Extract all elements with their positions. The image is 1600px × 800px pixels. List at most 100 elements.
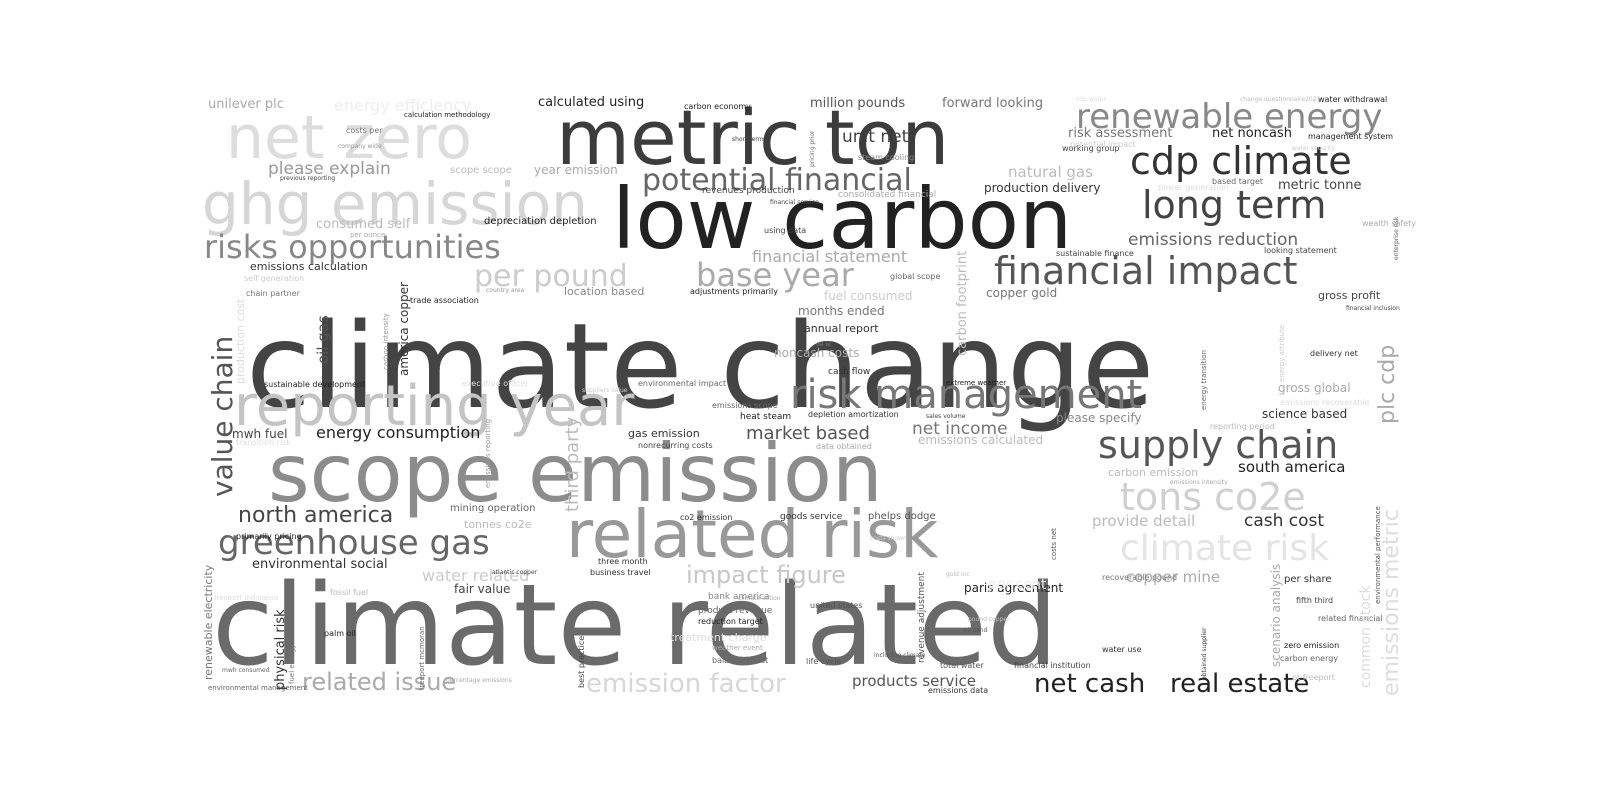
cloud-word: united states — [810, 601, 862, 610]
cloud-word: looking statement — [1264, 246, 1337, 255]
cloud-word: reduction target — [698, 617, 763, 626]
cloud-word: fossil fuel — [330, 588, 368, 597]
cloud-word: cdp climate — [1130, 139, 1352, 183]
cloud-word: emission factor — [586, 669, 786, 699]
cloud-word: obtained supplier — [1201, 627, 1208, 680]
cloud-word: potential financial — [642, 163, 912, 198]
cloud-word: sustainable development — [264, 380, 365, 389]
cloud-word: depletion amortization — [808, 410, 899, 419]
cloud-word: zero emission — [1284, 641, 1339, 650]
cloud-word: natural gas — [1008, 163, 1093, 181]
cloud-word: per share — [1284, 574, 1332, 585]
cloud-word: annual report — [804, 322, 879, 335]
cloud-word: including climate — [874, 652, 926, 659]
cloud-word: forward looking — [942, 96, 1043, 111]
cloud-word: steam cooling — [858, 153, 914, 162]
cloud-word: greenhouse gas — [218, 523, 490, 563]
cloud-word: chain partner — [246, 289, 301, 298]
cloud-word: country area — [486, 287, 525, 294]
cloud-word: palm oil — [324, 629, 356, 638]
cloud-word: net noncash — [1212, 126, 1292, 141]
cloud-word: energy efficiency — [334, 96, 472, 115]
cloud-word: suppliers value — [582, 387, 628, 394]
cloud-word: three month — [598, 557, 648, 566]
cloud-word: enterprise risk — [1393, 216, 1400, 260]
cloud-word: company wide — [338, 143, 382, 150]
cloud-word: metric tonne — [1278, 178, 1362, 193]
cloud-word: costs per — [346, 126, 383, 135]
cloud-word: pt freeport — [1292, 673, 1335, 682]
cloud-word: risk management — [790, 372, 1142, 418]
cloud-word: water use — [1102, 645, 1142, 654]
cloud-word: net zero — [226, 103, 472, 173]
cloud-word: climate change — [246, 297, 1154, 435]
cloud-word: data obtained — [816, 442, 872, 451]
cloud-word: tons co2e — [1120, 475, 1306, 519]
cloud-word: year emission — [534, 163, 618, 177]
cloud-word: global scope — [890, 272, 940, 281]
cloud-word: mwh consumed — [222, 667, 270, 674]
cloud-word: heat steam — [740, 412, 791, 422]
cloud-word: real estate — [1170, 669, 1309, 699]
cloud-word: cdp water — [1076, 96, 1106, 103]
cloud-word: pound copper — [968, 616, 1010, 623]
cloud-word: product revenue — [698, 606, 773, 616]
cloud-word: climate related — [212, 561, 1058, 691]
cloud-word: environmental impact — [638, 379, 726, 388]
cloud-word: carbon economy — [684, 102, 751, 111]
cloud-word: emissions calculation — [250, 260, 368, 273]
cloud-word: related issue — [302, 668, 456, 696]
cloud-word: energy consumption — [316, 423, 480, 442]
cloud-word: tonnes co2e — [464, 518, 532, 531]
cloud-word: common stock — [1358, 585, 1374, 688]
cloud-word: emissions reduction — [1128, 230, 1298, 250]
cloud-word: sustainable finance — [1056, 249, 1134, 258]
cloud-word: transition risk — [236, 438, 291, 447]
cloud-word: copper mine — [1126, 568, 1220, 586]
cloud-word: supply chain — [1098, 423, 1338, 467]
cloud-word: emissions data — [928, 686, 988, 695]
cloud-word: related risk — [566, 496, 939, 573]
cloud-word: emissions calculated — [918, 433, 1043, 447]
cloud-word: renewable energy — [1076, 97, 1382, 137]
cloud-word: fair value — [454, 582, 510, 596]
cloud-word: financial statement — [752, 247, 907, 266]
cloud-word: production cost — [234, 298, 247, 384]
cloud-word: carbon emission — [1108, 466, 1198, 479]
cloud-word: fifth third — [1296, 596, 1333, 605]
cloud-word: short term — [732, 136, 764, 143]
cloud-word: using data — [764, 226, 806, 235]
cloud-word: potential impact — [1070, 140, 1136, 149]
cloud-word: water related — [422, 566, 529, 585]
cloud-word: goods service — [780, 512, 843, 522]
cloud-word: million pounds — [810, 96, 905, 111]
cloud-word: atlantic copper — [492, 569, 538, 576]
cloud-word: based target — [1212, 177, 1263, 186]
cloud-word: wealth safety — [1362, 219, 1416, 228]
cloud-word: impact figure — [686, 561, 846, 589]
cloud-word: oil gas — [314, 315, 332, 364]
cloud-word: science based — [1262, 407, 1347, 421]
cloud-word: third party — [562, 416, 583, 512]
cloud-word: related financial — [1318, 614, 1383, 623]
cloud-word: de la — [816, 341, 831, 348]
cloud-word: net cash — [1034, 669, 1145, 699]
cloud-word: north america — [238, 503, 393, 528]
cloud-word: balance sheet — [712, 656, 768, 665]
cloud-word: phelps dodge — [868, 511, 936, 522]
cloud-word: carbon footprint — [955, 251, 970, 356]
cloud-word: power generation — [1158, 183, 1229, 192]
cloud-word: products service — [852, 672, 976, 690]
cloud-word: calculated using — [538, 95, 644, 110]
cloud-word: life cycle — [806, 657, 841, 666]
cloud-word: pricing prior — [809, 130, 816, 167]
cloud-word: financial impact — [994, 249, 1298, 293]
cloud-word: executive officer — [462, 379, 529, 388]
cloud-word: extreme weather — [946, 379, 1006, 387]
cloud-word: base year — [696, 256, 855, 294]
cloud-word: unit net — [842, 127, 909, 147]
cloud-word: calculation methodology — [404, 111, 490, 119]
cloud-word: risk assessment — [1068, 126, 1172, 141]
cloud-word: change questionnaire2021 — [1240, 96, 1321, 103]
